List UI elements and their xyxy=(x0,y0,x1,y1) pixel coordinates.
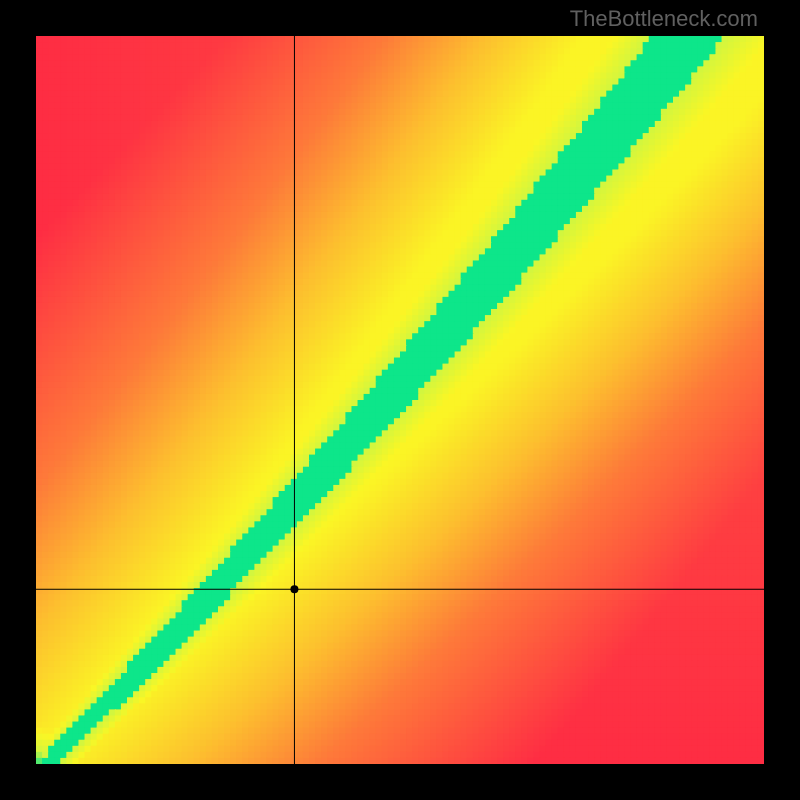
watermark-text: TheBottleneck.com xyxy=(570,6,758,32)
heatmap-chart xyxy=(36,36,764,764)
heatmap-canvas xyxy=(36,36,764,764)
